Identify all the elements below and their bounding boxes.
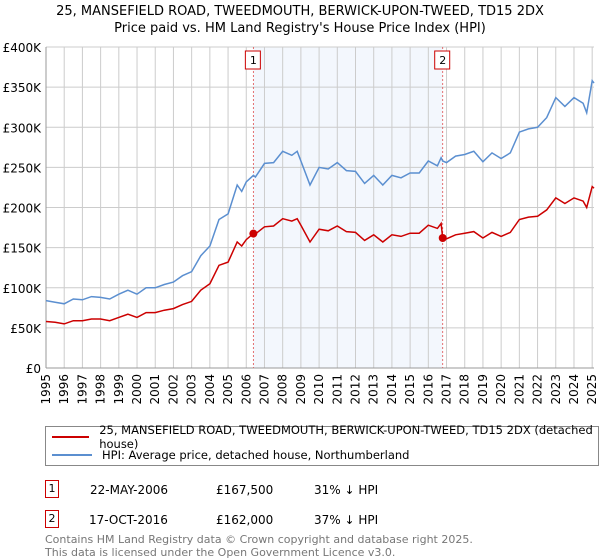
sale-point [438,233,447,242]
x-tick-label: 2025 [585,374,599,405]
y-tick-label: £0 [26,362,41,376]
x-tick-label: 2001 [148,374,162,405]
chart-plot: £0 £50K £100K £150K £200K £250K £300K £350K £400… [3,41,600,405]
x-tick-label: 2014 [385,374,399,405]
x-tick-label: 2020 [494,374,508,405]
x-tick-label: 2009 [294,374,308,405]
footer-line: This data is licensed under the Open Gov… [45,545,396,559]
x-tick-label: 2018 [458,374,472,405]
x-tick-label: 2002 [166,374,180,405]
sale-date: 22-MAY-2006 [90,483,169,497]
sale-marker-label: 2 [439,54,446,67]
y-tick-label: £400K [3,41,43,55]
sale-badge: 1 [45,480,59,498]
x-tick-label: 2013 [367,374,381,405]
sale-badge: 2 [45,510,59,528]
hpi-line [45,78,595,305]
chart-subtitle: Price paid vs. HM Land Registry's House … [114,21,486,36]
x-tick-label: 1995 [39,374,53,405]
legend-label-property: 25, MANSEFIELD ROAD, TWEEDMOUTH, BERWICK… [99,423,593,451]
x-tick-label: 2004 [203,374,217,405]
y-tick-label: £200K [3,202,43,216]
x-tick-label: 1996 [57,374,71,405]
legend: 25, MANSEFIELD ROAD, TWEEDMOUTH, BERWICK… [45,423,599,466]
legend-swatch-property [52,436,90,438]
x-tick-label: 2021 [512,374,526,405]
y-tick-label: £300K [3,121,43,135]
x-tick-label: 1997 [75,374,89,405]
x-tick-label: 1998 [94,374,108,405]
footer-line: Contains HM Land Registry data © Crown c… [45,533,473,546]
x-tick-label: 2006 [239,374,253,405]
sale-marker-box [244,50,261,70]
x-tick-label: 2019 [476,374,490,405]
footer: Contains HM Land Registry data © Crown c… [45,533,473,559]
sale-hpi-diff: 37% ↓ HPI [314,513,379,527]
legend-label-hpi: HPI: Average price, detached house, Nort… [102,448,410,462]
x-tick-label: 2022 [531,374,545,405]
legend-swatch-hpi [52,454,92,456]
x-tick-label: 2024 [567,374,581,405]
sale-marker-box [434,50,451,70]
property-price-line [45,185,595,325]
x-tick-label: 2005 [221,374,235,405]
x-tick-label: 2017 [440,374,454,405]
x-tick-label: 2003 [185,374,199,405]
y-tick-label: £350K [3,81,43,95]
x-tick-label: 2000 [130,374,144,405]
x-tick-label: 1999 [112,374,126,405]
x-tick-label: 2010 [312,374,326,405]
x-tick-label: 2011 [330,374,344,405]
x-tick-label: 2023 [549,374,563,405]
chart-title: 25, MANSEFIELD ROAD, TWEEDMOUTH, BERWICK… [56,4,544,19]
sale-date: 17-OCT-2016 [89,513,168,527]
x-tick-label: 2012 [349,374,363,405]
x-tick-label: 2008 [276,374,290,405]
x-tick-label: 2016 [421,374,435,405]
x-tick-label: 2015 [403,374,417,405]
x-tick-label: 2007 [257,374,271,405]
sale-point [249,229,258,238]
sale-marker-label: 1 [250,54,257,67]
y-tick-label: £100K [3,282,43,296]
sale-price: £162,000 [216,513,274,527]
y-tick-label: £250K [3,161,43,175]
y-tick-label: £50K [10,322,42,336]
sale-price: £167,500 [216,483,274,497]
y-tick-label: £150K [3,242,43,256]
sale-hpi-diff: 31% ↓ HPI [314,483,379,497]
